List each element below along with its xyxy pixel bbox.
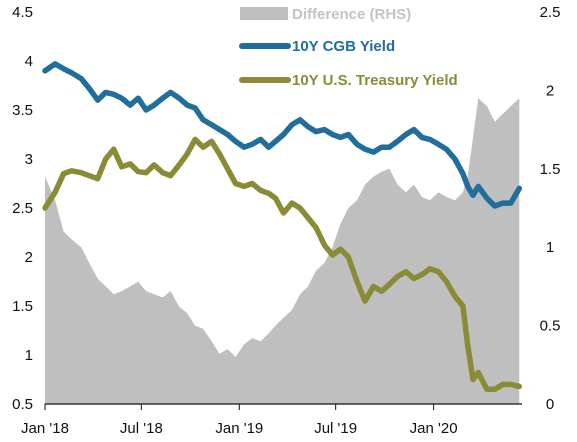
y-left-tick-label: 4 bbox=[25, 53, 33, 70]
series-area-difference bbox=[45, 98, 520, 404]
y-left-tick-label: 0.5 bbox=[12, 396, 33, 413]
y-left-tick-label: 1.5 bbox=[12, 298, 33, 315]
y-right-tick-label: 0 bbox=[546, 396, 554, 413]
y-left-tick-label: 1 bbox=[25, 347, 33, 364]
legend-swatch-difference bbox=[240, 7, 288, 20]
series-line-treasury bbox=[42, 136, 523, 393]
x-tick-label: Jan '18 bbox=[21, 420, 69, 437]
x-tick-label: Jan '20 bbox=[410, 420, 458, 437]
y-left-tick-label: 3 bbox=[25, 151, 33, 168]
x-tick-label: Jul '19 bbox=[314, 420, 357, 437]
y-right-tick-label: 2.5 bbox=[540, 4, 561, 21]
yield-lines-layer bbox=[42, 61, 523, 393]
legend-item-treasury: 10Y U.S. Treasury Yield bbox=[239, 72, 458, 89]
y-left-tick-label: 2.5 bbox=[12, 200, 33, 217]
y-right-tick-label: 2 bbox=[546, 82, 554, 99]
y-left-tick-label: 4.5 bbox=[12, 4, 33, 21]
tick-labels-layer: 0.5 1 1.5 2 2.5 3 3.5 4 4.5 0 0.5 1 1.5 2 2.5 Jan '18 Ju… bbox=[12, 4, 560, 437]
legend-item-cgb: 10Y CGB Yield bbox=[239, 38, 395, 55]
series-line-cgb bbox=[42, 61, 523, 209]
legend-label-cgb: 10Y CGB Yield bbox=[292, 38, 395, 55]
x-tick-label: Jan '19 bbox=[215, 420, 263, 437]
y-left-tick-label: 3.5 bbox=[12, 102, 33, 119]
y-right-tick-label: 1 bbox=[546, 239, 554, 256]
legend-label-treasury: 10Y U.S. Treasury Yield bbox=[292, 72, 458, 89]
y-left-tick-label: 2 bbox=[25, 249, 33, 266]
difference-area-layer bbox=[45, 98, 520, 404]
x-tick-label: Jul '18 bbox=[120, 420, 163, 437]
legend: Difference (RHS) 10Y CGB Yield 10Y U.S. … bbox=[239, 6, 458, 89]
legend-label-difference: Difference (RHS) bbox=[292, 6, 411, 23]
legend-item-difference: Difference (RHS) bbox=[240, 6, 411, 23]
y-right-tick-label: 1.5 bbox=[540, 161, 561, 178]
y-right-tick-label: 0.5 bbox=[540, 318, 561, 335]
